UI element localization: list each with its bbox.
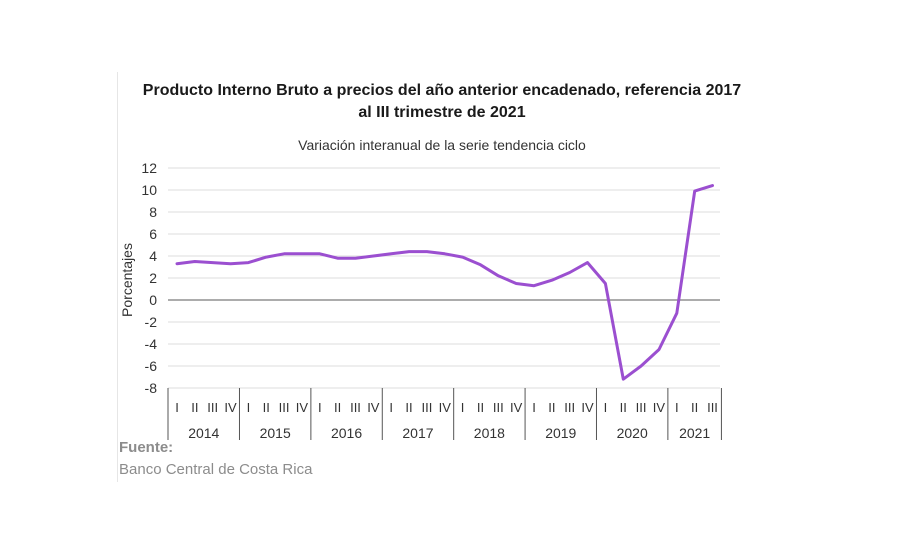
x-tick-year-label: 2018 [474,425,505,441]
x-tick-quarter-label: III [636,400,647,415]
series-line-group [175,184,714,381]
x-tick-quarter-label: II [620,400,627,415]
y-tick-label: -4 [145,336,158,352]
x-tick-quarter-label: IV [224,400,237,415]
y-tick-label: 0 [149,292,157,308]
y-tick-label: 8 [149,204,157,220]
x-tick-quarter-label: IV [439,400,452,415]
x-tick-quarter-label: III [207,400,218,415]
x-tick-quarter-label: I [604,400,608,415]
chart-title-line-2: al III trimestre de 2021 [358,104,526,121]
chart-title: Producto Interno Bruto a precios del año… [117,80,767,124]
x-tick-quarter-label: I [675,400,679,415]
x-tick-quarter-label: IV [296,400,309,415]
x-tick-quarter-label: II [405,400,412,415]
x-tick-quarter-label: II [477,400,484,415]
y-tick-label: 4 [149,248,157,264]
x-tick-year-label: 2021 [679,425,710,441]
x-tick-quarter-label: II [691,400,698,415]
y-axis-tick-labels: -8 -6 -4 -2 0 2 4 6 8 10 12 [141,160,157,396]
x-tick-year-label: 2017 [402,425,433,441]
x-tick-quarter-label: II [334,400,341,415]
x-tick-quarter-label: I [318,400,322,415]
x-tick-quarter-label: I [175,400,179,415]
x-tick-quarter-label: I [247,400,251,415]
source-text: Banco Central de Costa Rica [119,461,313,478]
y-tick-label: -6 [145,358,158,374]
y-axis-label: Porcentajes [119,243,135,317]
left-border-line [117,72,118,482]
y-tick-label: 10 [141,182,157,198]
y-tick-label: 12 [141,160,157,176]
source-label: Fuente: [119,439,174,456]
x-tick-year-label: 2016 [331,425,362,441]
x-tick-quarter-label: IV [581,400,594,415]
y-tick-label: -8 [145,380,158,396]
chart-subtitle: Variación interanual de la serie tendenc… [298,137,586,153]
series-line [175,184,714,381]
x-tick-quarter-label: I [532,400,536,415]
x-tick-quarter-label: IV [510,400,523,415]
x-tick-year-label: 2019 [545,425,576,441]
y-tick-label: 6 [149,226,157,242]
x-tick-quarter-label: III [421,400,432,415]
x-tick-quarter-label: II [548,400,555,415]
x-tick-quarter-label: IV [653,400,666,415]
x-tick-year-label: 2020 [617,425,648,441]
x-tick-quarter-label: II [263,400,270,415]
gridlines [168,167,720,389]
x-tick-quarter-label: III [564,400,575,415]
y-tick-label: -2 [145,314,158,330]
x-tick-quarter-label: I [461,400,465,415]
x-tick-year-label: 2015 [260,425,291,441]
x-tick-quarter-label: III [350,400,361,415]
x-tick-year-label: 2014 [188,425,219,441]
x-tick-quarter-label: II [191,400,198,415]
x-tick-quarter-label: III [279,400,290,415]
x-tick-quarter-label: III [493,400,504,415]
x-tick-quarter-label: IV [367,400,380,415]
y-tick-label: 2 [149,270,157,286]
x-tick-quarter-label: I [389,400,393,415]
chart-title-line-1: Producto Interno Bruto a precios del año… [142,82,742,99]
x-tick-quarter-label: III [707,400,718,415]
